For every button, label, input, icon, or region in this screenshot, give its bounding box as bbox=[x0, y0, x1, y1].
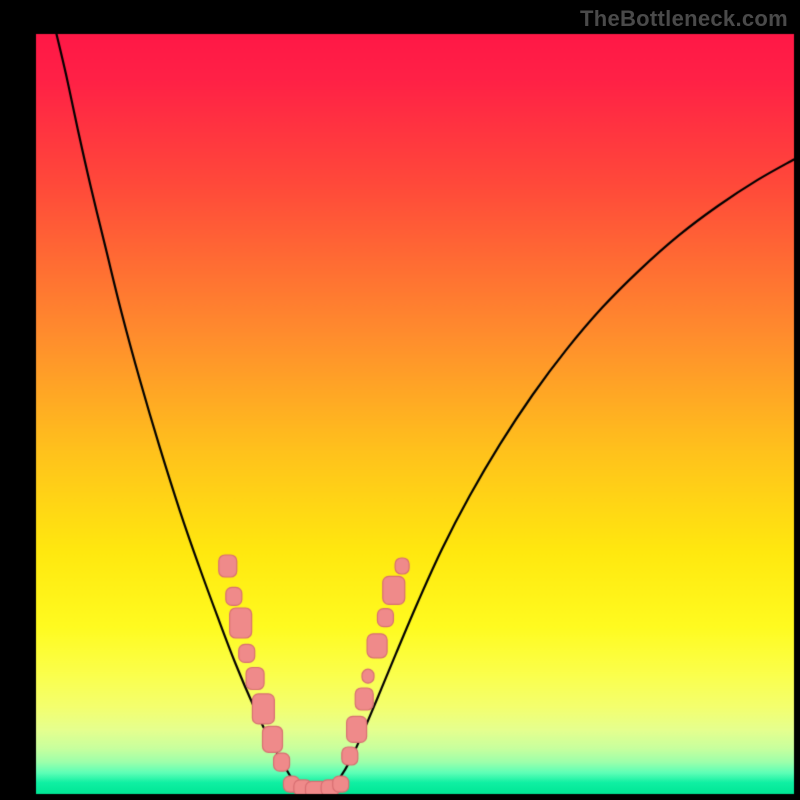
watermark-text: TheBottleneck.com bbox=[580, 6, 788, 32]
bottleneck-curve-chart bbox=[0, 0, 800, 800]
